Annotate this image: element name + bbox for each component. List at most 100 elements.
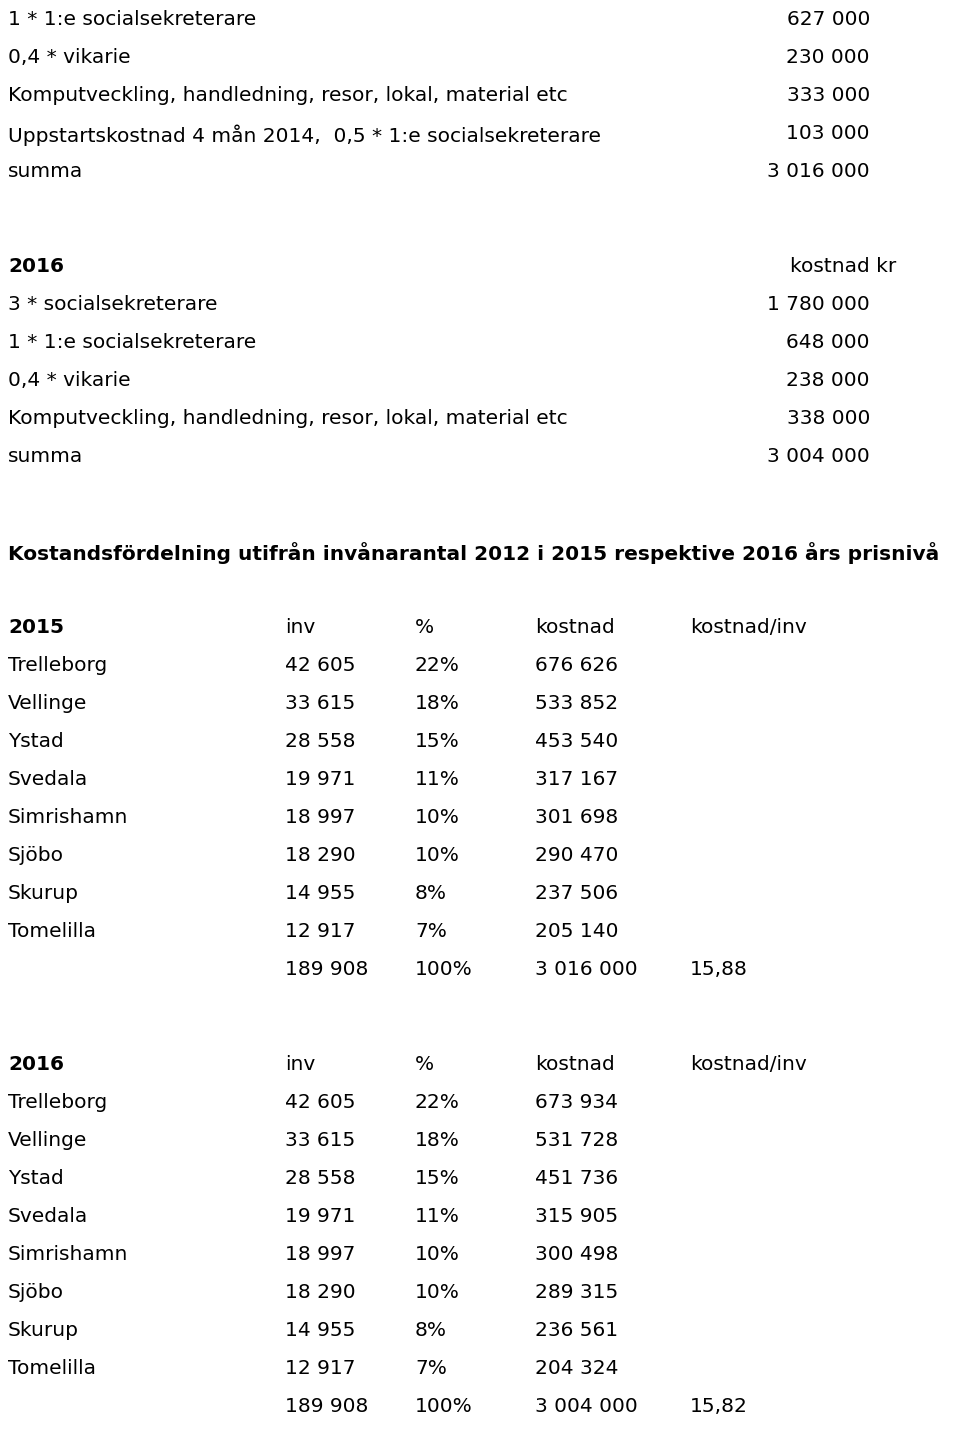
Text: 533 852: 533 852 — [535, 694, 618, 713]
Text: summa: summa — [8, 447, 84, 466]
Text: Svedala: Svedala — [8, 771, 88, 789]
Text: Skurup: Skurup — [8, 885, 79, 903]
Text: 317 167: 317 167 — [535, 771, 618, 789]
Text: 100%: 100% — [415, 960, 472, 978]
Text: 10%: 10% — [415, 808, 460, 827]
Text: Sjöbo: Sjöbo — [8, 846, 64, 864]
Text: 15,88: 15,88 — [690, 960, 748, 978]
Text: 205 140: 205 140 — [535, 922, 618, 941]
Text: 42 605: 42 605 — [285, 657, 355, 675]
Text: Uppstartskostnad 4 mån 2014,  0,5 * 1:e socialsekreterare: Uppstartskostnad 4 mån 2014, 0,5 * 1:e s… — [8, 124, 601, 146]
Text: Vellinge: Vellinge — [8, 1131, 87, 1150]
Text: 1 * 1:e socialsekreterare: 1 * 1:e socialsekreterare — [8, 10, 256, 29]
Text: Trelleborg: Trelleborg — [8, 1092, 108, 1113]
Text: 290 470: 290 470 — [535, 846, 618, 864]
Text: 15%: 15% — [415, 1169, 460, 1188]
Text: 18%: 18% — [415, 694, 460, 713]
Text: 18%: 18% — [415, 1131, 460, 1150]
Text: Komputveckling, handledning, resor, lokal, material etc: Komputveckling, handledning, resor, loka… — [8, 408, 567, 429]
Text: 100%: 100% — [415, 1397, 472, 1416]
Text: 22%: 22% — [415, 1092, 460, 1113]
Text: 204 324: 204 324 — [535, 1359, 618, 1378]
Text: Tomelilla: Tomelilla — [8, 1359, 96, 1378]
Text: 2016: 2016 — [8, 1055, 64, 1074]
Text: 11%: 11% — [415, 1206, 460, 1227]
Text: Skurup: Skurup — [8, 1320, 79, 1341]
Text: kostnad/inv: kostnad/inv — [690, 618, 806, 636]
Text: 338 000: 338 000 — [786, 408, 870, 429]
Text: 12 917: 12 917 — [285, 922, 355, 941]
Text: 14 955: 14 955 — [285, 885, 355, 903]
Text: 189 908: 189 908 — [285, 960, 369, 978]
Text: 14 955: 14 955 — [285, 1320, 355, 1341]
Text: 10%: 10% — [415, 846, 460, 864]
Text: kostnad: kostnad — [535, 618, 614, 636]
Text: Simrishamn: Simrishamn — [8, 808, 129, 827]
Text: 7%: 7% — [415, 1359, 446, 1378]
Text: 15%: 15% — [415, 732, 460, 750]
Text: 11%: 11% — [415, 771, 460, 789]
Text: inv: inv — [285, 618, 315, 636]
Text: Ystad: Ystad — [8, 732, 63, 750]
Text: 7%: 7% — [415, 922, 446, 941]
Text: 10%: 10% — [415, 1283, 460, 1302]
Text: 18 290: 18 290 — [285, 1283, 355, 1302]
Text: 676 626: 676 626 — [535, 657, 618, 675]
Text: 15,82: 15,82 — [690, 1397, 748, 1416]
Text: 8%: 8% — [415, 1320, 447, 1341]
Text: 315 905: 315 905 — [535, 1206, 618, 1227]
Text: Tomelilla: Tomelilla — [8, 922, 96, 941]
Text: 18 290: 18 290 — [285, 846, 355, 864]
Text: 0,4 * vikarie: 0,4 * vikarie — [8, 48, 131, 66]
Text: Ystad: Ystad — [8, 1169, 63, 1188]
Text: kostnad/inv: kostnad/inv — [690, 1055, 806, 1074]
Text: 8%: 8% — [415, 885, 447, 903]
Text: 0,4 * vikarie: 0,4 * vikarie — [8, 371, 131, 390]
Text: 237 506: 237 506 — [535, 885, 618, 903]
Text: 28 558: 28 558 — [285, 732, 355, 750]
Text: Komputveckling, handledning, resor, lokal, material etc: Komputveckling, handledning, resor, loka… — [8, 87, 567, 105]
Text: Vellinge: Vellinge — [8, 694, 87, 713]
Text: 673 934: 673 934 — [535, 1092, 618, 1113]
Text: 18 997: 18 997 — [285, 808, 355, 827]
Text: Kostandsfördelning utifrån invånarantal 2012 i 2015 respektive 2016 års prisnivå: Kostandsfördelning utifrån invånarantal … — [8, 543, 939, 564]
Text: 3 004 000: 3 004 000 — [535, 1397, 637, 1416]
Text: 1 * 1:e socialsekreterare: 1 * 1:e socialsekreterare — [8, 333, 256, 352]
Text: summa: summa — [8, 162, 84, 180]
Text: %: % — [415, 618, 434, 636]
Text: 627 000: 627 000 — [786, 10, 870, 29]
Text: 333 000: 333 000 — [787, 87, 870, 105]
Text: 3 004 000: 3 004 000 — [767, 447, 870, 466]
Text: Trelleborg: Trelleborg — [8, 657, 108, 675]
Text: 648 000: 648 000 — [786, 333, 870, 352]
Text: 18 997: 18 997 — [285, 1245, 355, 1264]
Text: 2015: 2015 — [8, 618, 64, 636]
Text: 230 000: 230 000 — [786, 48, 870, 66]
Text: 3 * socialsekreterare: 3 * socialsekreterare — [8, 294, 218, 315]
Text: Simrishamn: Simrishamn — [8, 1245, 129, 1264]
Text: Svedala: Svedala — [8, 1206, 88, 1227]
Text: kostnad: kostnad — [535, 1055, 614, 1074]
Text: 33 615: 33 615 — [285, 1131, 355, 1150]
Text: 28 558: 28 558 — [285, 1169, 355, 1188]
Text: 3 016 000: 3 016 000 — [535, 960, 637, 978]
Text: 103 000: 103 000 — [786, 124, 870, 143]
Text: 453 540: 453 540 — [535, 732, 618, 750]
Text: kostnad kr: kostnad kr — [790, 257, 897, 276]
Text: 289 315: 289 315 — [535, 1283, 618, 1302]
Text: 189 908: 189 908 — [285, 1397, 369, 1416]
Text: 300 498: 300 498 — [535, 1245, 618, 1264]
Text: 2016: 2016 — [8, 257, 64, 276]
Text: 22%: 22% — [415, 657, 460, 675]
Text: inv: inv — [285, 1055, 315, 1074]
Text: 10%: 10% — [415, 1245, 460, 1264]
Text: 531 728: 531 728 — [535, 1131, 618, 1150]
Text: 236 561: 236 561 — [535, 1320, 618, 1341]
Text: 12 917: 12 917 — [285, 1359, 355, 1378]
Text: %: % — [415, 1055, 434, 1074]
Text: Sjöbo: Sjöbo — [8, 1283, 64, 1302]
Text: 451 736: 451 736 — [535, 1169, 618, 1188]
Text: 42 605: 42 605 — [285, 1092, 355, 1113]
Text: 33 615: 33 615 — [285, 694, 355, 713]
Text: 238 000: 238 000 — [786, 371, 870, 390]
